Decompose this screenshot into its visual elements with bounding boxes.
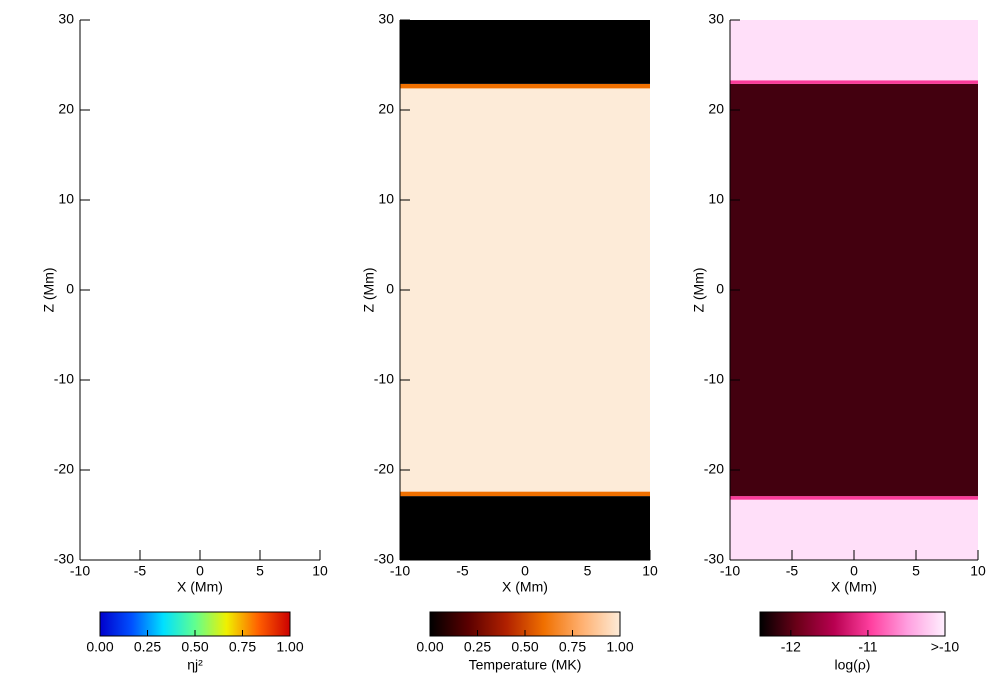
y-tick-label: 0	[716, 281, 724, 297]
x-tick-label: 5	[584, 563, 592, 579]
heatmap-band	[400, 496, 650, 560]
x-tick-label: 10	[970, 563, 986, 579]
x-tick-label: 0	[521, 563, 529, 579]
y-tick-label: 10	[708, 191, 724, 207]
x-tick-label: 0	[196, 563, 204, 579]
y-tick-label: 10	[58, 191, 74, 207]
heatmap-band	[400, 88, 650, 492]
colorbar-tick-label: 0.25	[464, 639, 491, 655]
colorbar-tick-label: -12	[781, 639, 801, 655]
colorbar-label: ηj²	[187, 657, 203, 673]
heatmap-band	[400, 83, 650, 89]
colorbar-tick-label: -11	[858, 639, 877, 655]
heatmap-band	[730, 83, 978, 497]
y-tick-label: -30	[54, 551, 74, 567]
heatmap-band	[730, 499, 978, 560]
y-tick-label: 20	[708, 101, 724, 117]
y-tick-label: -20	[374, 461, 394, 477]
colorbar-tick-label: 1.00	[276, 639, 303, 655]
y-tick-label: -10	[374, 371, 394, 387]
colorbar-label: log(ρ)	[835, 657, 871, 673]
x-tick-label: -10	[390, 563, 410, 579]
x-axis-label: X (Mm)	[502, 579, 548, 595]
y-tick-label: 20	[378, 101, 394, 117]
y-tick-label: -20	[704, 461, 724, 477]
colorbar-tick-label: 0.50	[181, 639, 208, 655]
x-tick-label: -10	[70, 563, 90, 579]
y-axis-label: Z (Mm)	[361, 267, 377, 312]
x-axis-label: X (Mm)	[831, 579, 877, 595]
x-axis-label: X (Mm)	[177, 579, 223, 595]
colorbar-label: Temperature (MK)	[469, 657, 582, 673]
x-tick-label: -10	[720, 563, 740, 579]
x-tick-label: -5	[786, 563, 799, 579]
y-tick-label: -10	[704, 371, 724, 387]
y-axis-label: Z (Mm)	[41, 267, 57, 312]
colorbar-tick-label: >-10	[931, 639, 960, 655]
colorbar-tick-label: 0.50	[511, 639, 538, 655]
y-tick-label: 20	[58, 101, 74, 117]
x-tick-label: -5	[134, 563, 147, 579]
y-tick-label: -30	[704, 551, 724, 567]
colorbar-tick-label: 1.00	[606, 639, 633, 655]
colorbar-tick-label: 0.00	[416, 639, 443, 655]
y-tick-label: 10	[378, 191, 394, 207]
y-axis-label: Z (Mm)	[691, 267, 707, 312]
y-tick-label: -10	[54, 371, 74, 387]
x-tick-label: 5	[912, 563, 920, 579]
heatmap-band	[730, 80, 978, 84]
heatmap-band	[730, 20, 978, 81]
colorbar-tick-label: 0.75	[559, 639, 586, 655]
y-tick-label: -20	[54, 461, 74, 477]
colorbar-tick-label: 0.75	[229, 639, 256, 655]
y-tick-label: -30	[374, 551, 394, 567]
x-tick-label: 10	[642, 563, 658, 579]
colorbar	[759, 611, 946, 637]
x-tick-label: -5	[456, 563, 469, 579]
x-tick-label: 0	[850, 563, 858, 579]
y-tick-label: 30	[708, 11, 724, 27]
heatmap-band	[400, 20, 650, 84]
y-tick-label: 0	[66, 281, 74, 297]
heatmap-band	[400, 491, 650, 497]
y-tick-label: 0	[386, 281, 394, 297]
x-tick-label: 10	[312, 563, 328, 579]
heatmap-band	[730, 496, 978, 500]
x-tick-label: 5	[256, 563, 264, 579]
y-tick-label: 30	[378, 11, 394, 27]
colorbar-tick-label: 0.25	[134, 639, 161, 655]
colorbar-tick-label: 0.00	[86, 639, 113, 655]
y-tick-label: 30	[58, 11, 74, 27]
